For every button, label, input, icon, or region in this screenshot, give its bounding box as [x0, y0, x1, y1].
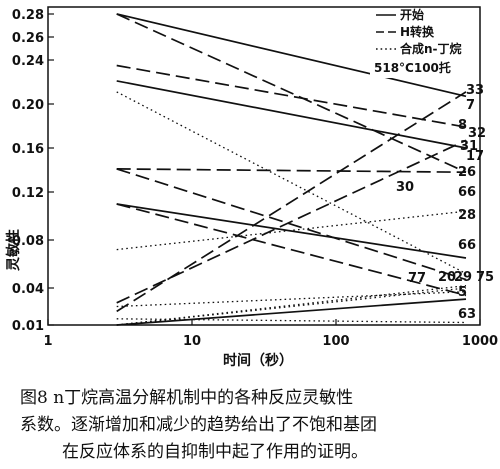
tick-marks: 1 10 100 1000 0.01 0.04 0.08 0.12 0.16 0.20 0.24 0.…: [12, 8, 498, 349]
end-label-63-17: 63: [458, 307, 476, 322]
series-line-20-13: [116, 287, 467, 326]
y-tick-label-0.26: 0.26: [12, 31, 44, 46]
x-tick-label-1: 1: [43, 334, 52, 349]
y-tick-label-0.04: 0.04: [12, 282, 44, 297]
series-line-7-0: [116, 13, 467, 98]
end-label-8-4: 8: [458, 118, 467, 133]
caption-line-1: 图8 n丁烷高温分解机制中的各种反应灵敏性: [20, 388, 354, 408]
series-line-5-10: [116, 203, 467, 297]
x-tick-label-10: 10: [183, 334, 201, 349]
legend-note: 518°C100托: [374, 60, 451, 75]
y-tick-label-0.12: 0.12: [12, 186, 44, 201]
end-label-33-0: 33: [466, 83, 484, 98]
legend-label-dotted: 合成n-丁烷: [400, 41, 462, 56]
end-label-32-2: 32: [468, 126, 486, 141]
y-tick-label-0.28: 0.28: [12, 8, 44, 23]
series-line-31-7: [116, 13, 467, 173]
y-tick-label-0.24: 0.24: [12, 54, 44, 69]
end-label-26-6: 26: [458, 165, 476, 180]
series-line-26-8: [116, 168, 467, 174]
series-line-30-2: [116, 203, 467, 259]
y-tick-label-0.01: 0.01: [12, 319, 44, 334]
end-label-66-10: 66: [458, 238, 476, 253]
end-label-75-14: 75: [476, 270, 494, 285]
series-line-77-3: [116, 298, 467, 326]
end-label-28-9: 28: [458, 208, 476, 223]
end-label-20-12: 20: [438, 270, 456, 285]
series-line-17-5: [116, 139, 467, 304]
x-tick-label-1000: 1000: [462, 334, 498, 349]
series-line-8-1: [116, 80, 467, 149]
series-line-66-11: [116, 91, 467, 275]
legend-label-solid: 开始: [400, 7, 424, 22]
series-lines: [116, 13, 467, 326]
end-label-31-5: 31: [460, 139, 478, 154]
caption-line-2: 系数。逐渐增加和减少的趋势给出了不饱和基团: [20, 415, 377, 435]
figure-caption: 图8 n丁烷高温分解机制中的各种反应灵敏性 系数。逐渐增加和减少的趋势给出了不饱…: [0, 385, 500, 466]
end-label-17-3: 17: [466, 149, 484, 164]
end-label-7-1: 7: [466, 98, 475, 113]
end-label-5-15: 5: [458, 285, 467, 300]
end-label-30-7: 30: [396, 180, 414, 195]
y-tick-label-0.08: 0.08: [12, 234, 44, 249]
y-axis-title: 灵敏性: [5, 229, 22, 271]
end-label-77-16: 77: [408, 271, 426, 286]
x-axis-title: 时间（秒）: [223, 352, 293, 369]
chart-svg: 1 10 100 1000 0.01 0.04 0.08 0.12 0.16 0.20 0.24 0.…: [5, 6, 498, 369]
plot-frame: [47, 6, 481, 326]
x-tick-label-100: 100: [322, 334, 349, 349]
series-line-28-9: [116, 168, 467, 281]
series-line-29-14: [116, 284, 467, 326]
y-tick-label-0.20: 0.20: [12, 98, 44, 113]
series-line-75-15: [116, 291, 467, 308]
y-tick-label-0.16: 0.16: [12, 142, 44, 157]
caption-line-3: 在反应体系的自抑制中起了作用的证明。: [62, 442, 368, 462]
end-label-29-13: 29: [454, 270, 472, 285]
end-label-66-8: 66: [458, 185, 476, 200]
series-line-66-12: [116, 210, 467, 251]
series-line-63-16: [116, 318, 467, 324]
legend-background: [370, 8, 476, 78]
legend-label-dashed: H转换: [400, 24, 435, 39]
